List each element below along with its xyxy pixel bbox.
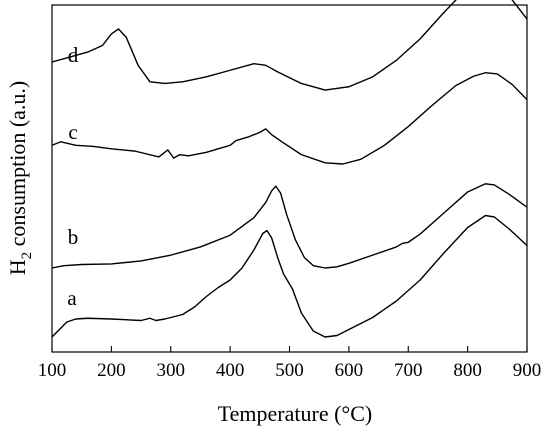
series-label-a: a [67, 286, 77, 310]
series-label-c: c [68, 120, 77, 144]
y-axis-title-h: H [5, 259, 30, 275]
series-label-d: d [68, 43, 79, 67]
x-tick-label: 900 [513, 360, 542, 381]
x-tick-label: 600 [335, 360, 364, 381]
plot-frame [51, 4, 528, 353]
series-curves [51, 0, 528, 338]
x-tick-label: 100 [38, 360, 67, 381]
x-tick-label: 400 [216, 360, 245, 381]
series-line-b [51, 183, 528, 269]
series-line-a [51, 214, 528, 338]
x-tick-label: 200 [97, 360, 126, 381]
x-tick-label: 500 [275, 360, 304, 381]
y-axis-title-rest: consumption (a.u.) [5, 81, 30, 252]
series-line-d [51, 0, 528, 91]
series-label-b: b [68, 225, 79, 249]
series-labels: a b c d [67, 43, 78, 310]
x-axis-title: Temperature (°C) [218, 401, 372, 426]
x-tick-label: 300 [157, 360, 186, 381]
x-tick-label: 700 [394, 360, 423, 381]
y-axis-title: H2 consumption (a.u.) [5, 81, 35, 275]
x-tick-label: 800 [453, 360, 482, 381]
series-line-c [51, 72, 528, 165]
y-axis-title-subscript: 2 [19, 252, 35, 260]
x-ticks: 100 200 300 400 500 600 700 800 900 [38, 346, 542, 381]
